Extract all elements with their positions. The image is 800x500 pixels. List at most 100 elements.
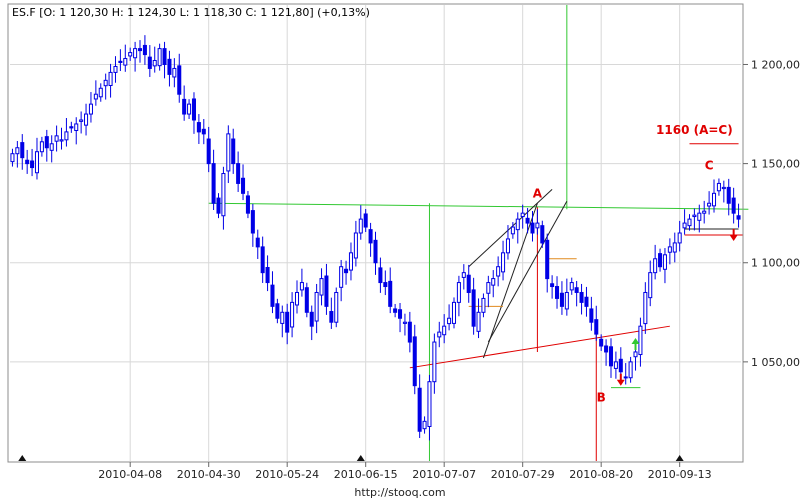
candle — [711, 179, 717, 213]
arrow-head — [616, 379, 625, 386]
candle — [329, 297, 334, 329]
candle — [422, 416, 427, 434]
candle — [599, 334, 604, 351]
candle-body — [471, 289, 476, 327]
candle-body — [172, 67, 177, 78]
candle-body — [599, 338, 604, 347]
candle — [584, 286, 589, 317]
candle — [373, 231, 378, 275]
candle-body — [74, 123, 79, 131]
candle-body — [589, 308, 594, 323]
candle-body — [451, 301, 457, 324]
trend-line — [482, 203, 538, 359]
candle-body — [672, 242, 677, 253]
candle-body — [358, 218, 363, 234]
candle-body — [667, 246, 672, 253]
candle — [731, 187, 736, 224]
candle-body — [226, 133, 231, 172]
candle-body — [162, 48, 167, 65]
candle — [108, 63, 113, 98]
candle-body — [142, 44, 147, 56]
candle — [74, 117, 79, 145]
candle — [344, 260, 349, 285]
candle — [182, 85, 187, 121]
arrow-head — [729, 234, 738, 241]
candle — [486, 275, 491, 308]
candle — [49, 135, 54, 163]
candle — [294, 280, 300, 314]
up-arrow-icon — [631, 338, 640, 351]
candle-body — [59, 139, 64, 142]
candle-body — [486, 282, 491, 294]
candle-body — [34, 151, 40, 174]
candle-body — [427, 381, 432, 428]
candle — [133, 41, 138, 72]
candle-body — [152, 60, 157, 67]
candle — [348, 242, 353, 281]
candle-body — [456, 282, 461, 303]
candle — [525, 208, 530, 234]
candle — [456, 275, 461, 317]
candle-body — [633, 351, 638, 358]
candle — [152, 46, 157, 73]
candle-body — [388, 280, 393, 307]
candle-body — [260, 246, 265, 274]
candle-body — [692, 214, 697, 218]
wave-label: B — [597, 391, 606, 405]
candle-body — [314, 291, 319, 322]
candle — [216, 193, 221, 219]
trend-line — [208, 202, 749, 210]
candle — [79, 111, 84, 134]
candle — [682, 209, 687, 235]
candle — [520, 204, 525, 229]
candle — [716, 178, 721, 196]
candle — [358, 205, 363, 240]
candle — [604, 339, 609, 366]
candle — [432, 333, 437, 394]
candle-body — [608, 346, 614, 367]
candle-body — [648, 272, 653, 299]
candle — [299, 268, 304, 297]
candle-body — [304, 287, 309, 313]
candle — [245, 190, 250, 219]
candle — [147, 45, 152, 77]
candle — [476, 298, 481, 339]
candle-body — [726, 186, 731, 204]
candle-body — [442, 325, 447, 336]
candle-body — [677, 232, 682, 244]
candle — [677, 220, 682, 252]
candle-body — [196, 122, 201, 133]
candle — [451, 297, 457, 329]
candle-body — [496, 266, 501, 277]
candle-body — [501, 252, 506, 273]
candle-body — [108, 71, 113, 86]
candle — [653, 244, 658, 280]
candle — [378, 257, 383, 293]
candle — [319, 268, 324, 306]
trend-line — [409, 325, 670, 369]
candle-body — [604, 345, 609, 353]
candle — [613, 351, 618, 379]
candle — [231, 128, 236, 174]
candle — [241, 164, 246, 201]
candle-body — [697, 212, 702, 221]
candle-body — [280, 311, 285, 324]
candle-body — [265, 266, 270, 284]
candle — [309, 305, 314, 341]
candle — [667, 238, 672, 265]
candle — [466, 264, 471, 303]
source-link[interactable]: http://stooq.com — [354, 486, 445, 499]
event-markers — [18, 455, 684, 461]
candle-body — [378, 267, 383, 284]
candle — [123, 44, 128, 72]
candle-body — [643, 291, 648, 325]
candle-body — [476, 311, 481, 332]
candle-body — [422, 420, 427, 430]
candle-body — [662, 254, 667, 270]
candle — [98, 83, 103, 102]
candle-body — [510, 226, 515, 235]
candle — [211, 149, 216, 211]
candle — [559, 281, 564, 315]
candle — [687, 214, 692, 231]
